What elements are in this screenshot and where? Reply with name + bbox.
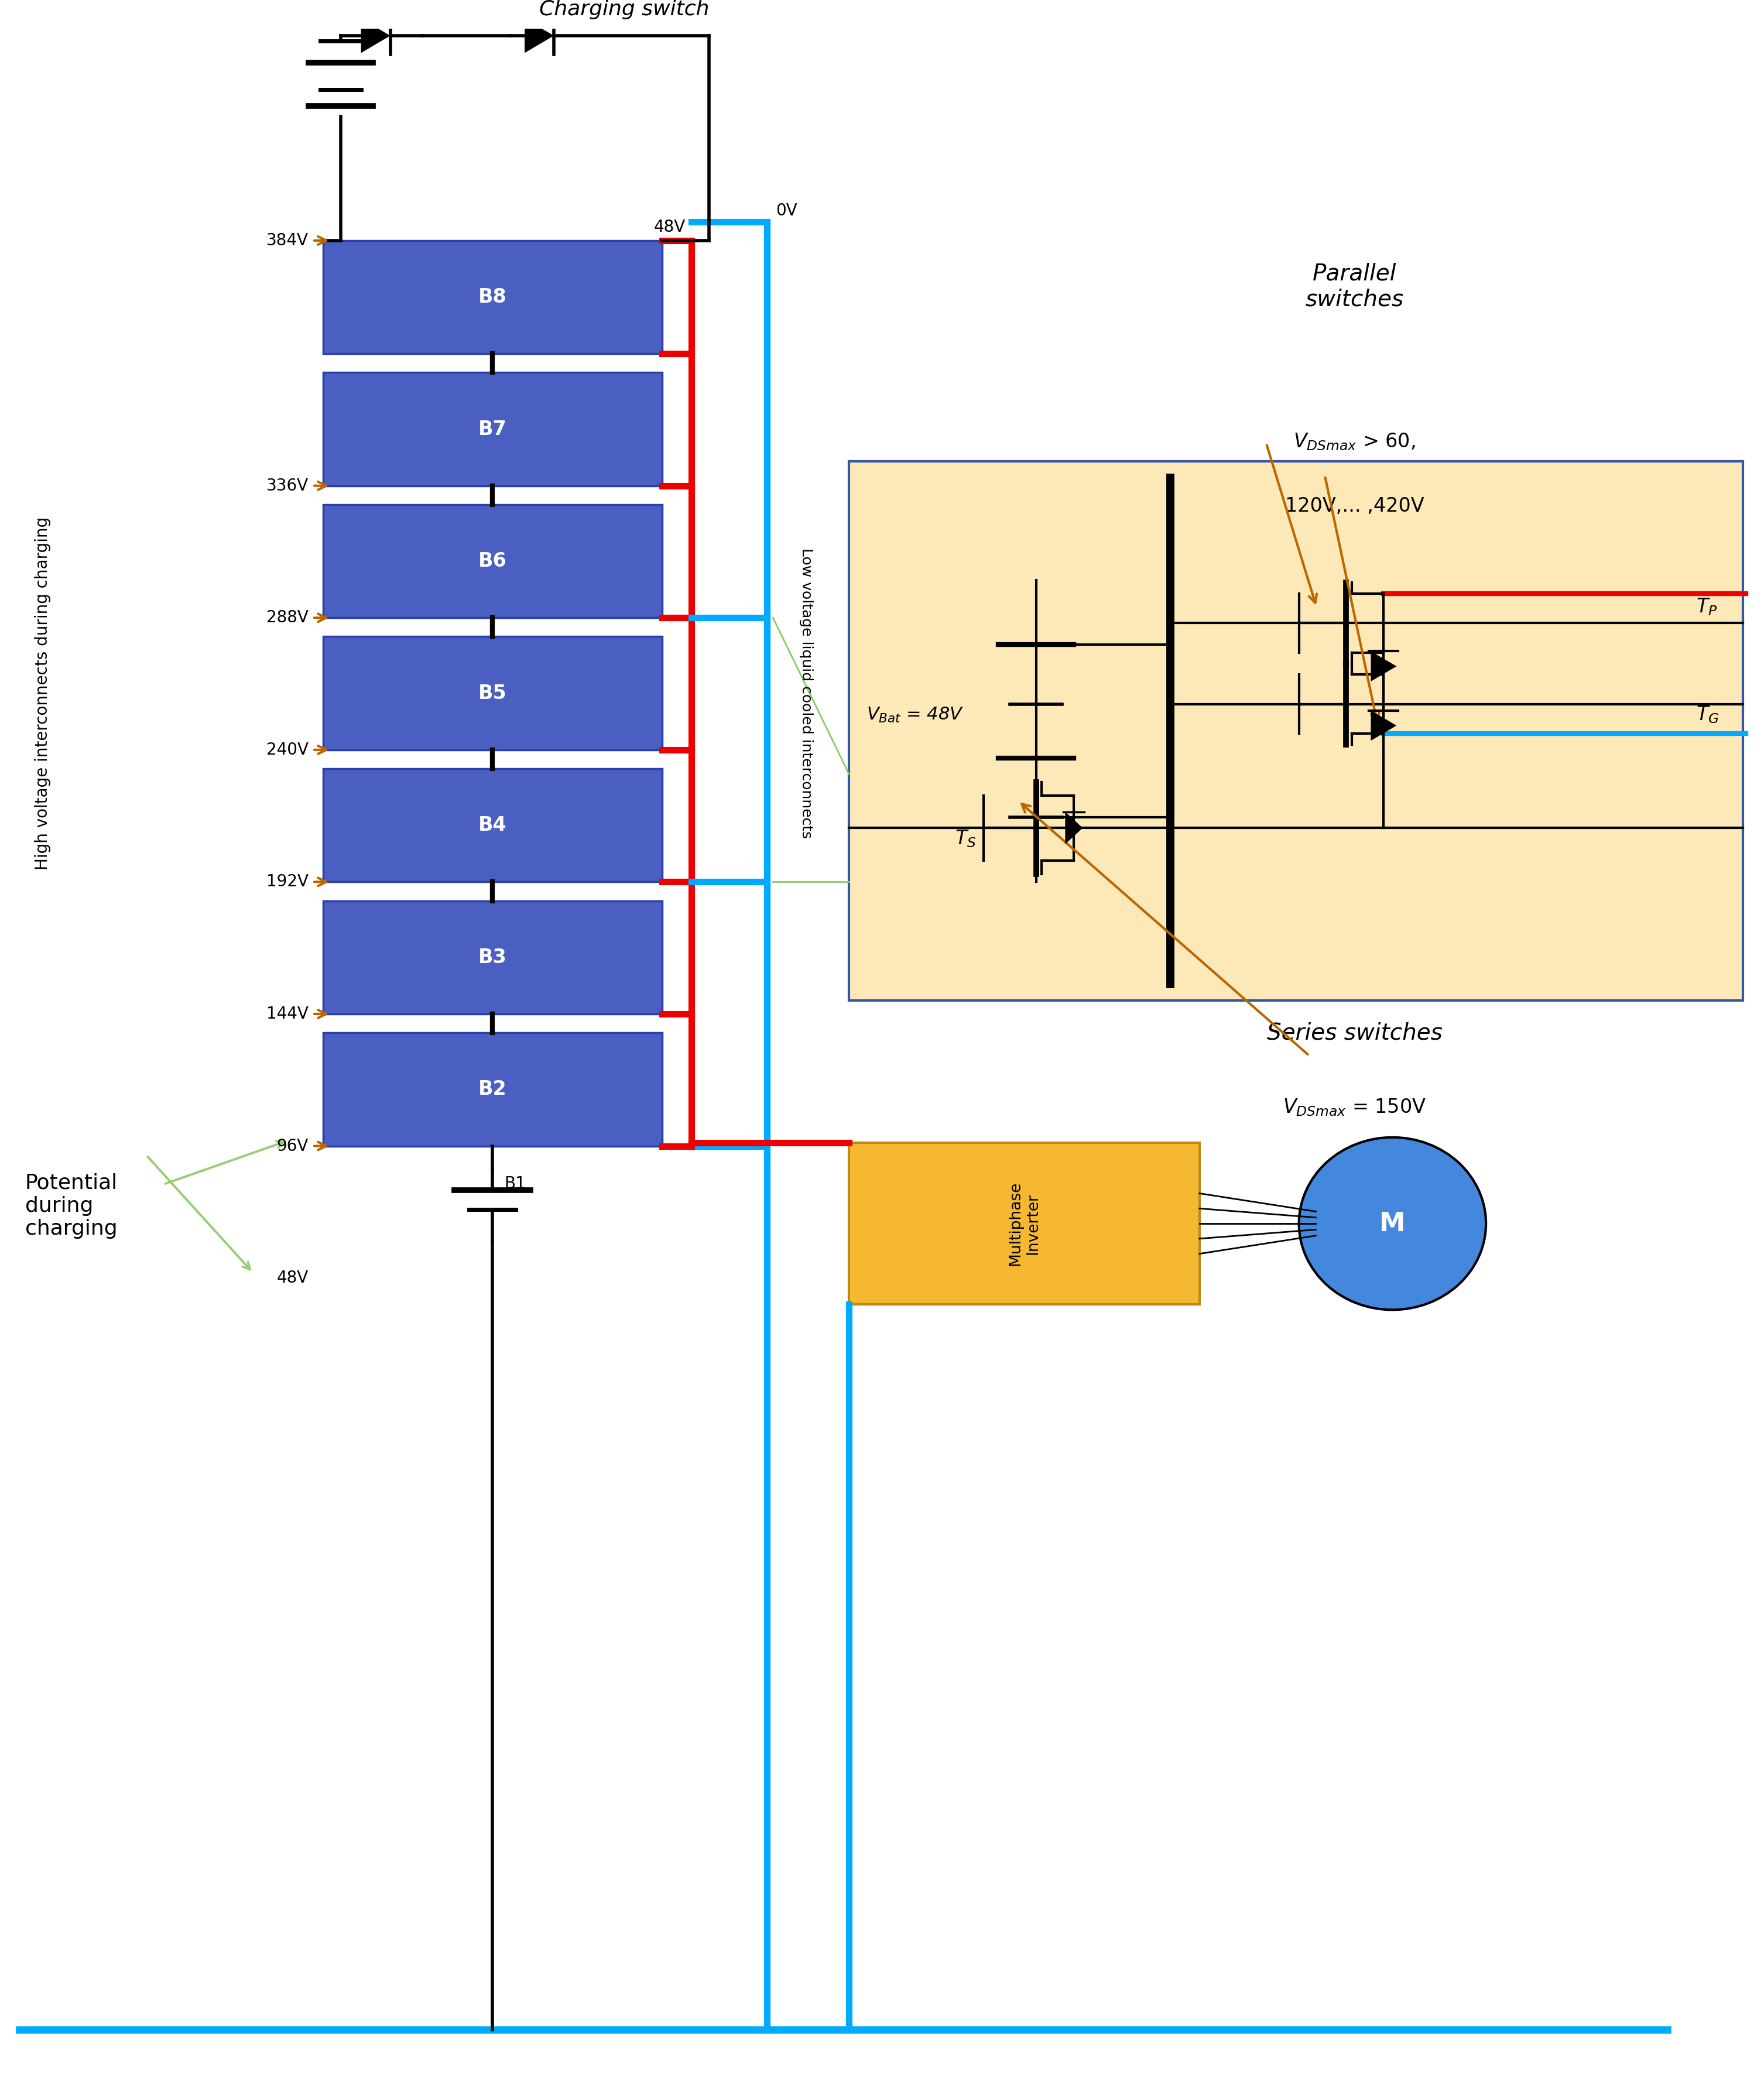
Text: B1: B1	[505, 1175, 526, 1192]
Text: B6: B6	[478, 551, 506, 570]
Text: 336V: 336V	[266, 478, 309, 493]
Circle shape	[1298, 1138, 1485, 1310]
Text: 120V,... ,420V: 120V,... ,420V	[1284, 497, 1424, 516]
Bar	[848, 1142, 1200, 1304]
Text: 48V: 48V	[277, 1269, 309, 1285]
Polygon shape	[1371, 651, 1397, 682]
Text: Multiphase
Inverter: Multiphase Inverter	[1007, 1181, 1041, 1267]
Text: 48V: 48V	[654, 218, 686, 235]
Text: B7: B7	[478, 420, 506, 439]
Text: High voltage interconnects during charging: High voltage interconnects during chargi…	[34, 516, 51, 869]
Polygon shape	[362, 19, 390, 52]
Text: Charging switch: Charging switch	[540, 0, 709, 19]
Bar	[323, 1034, 662, 1146]
Text: $T_P$: $T_P$	[1697, 597, 1718, 618]
Text: 288V: 288V	[266, 609, 309, 626]
Bar	[848, 462, 1743, 1000]
Text: Series switches: Series switches	[1267, 1021, 1443, 1044]
Text: $T_S$: $T_S$	[954, 828, 977, 849]
Polygon shape	[1371, 711, 1397, 740]
Text: 192V: 192V	[266, 874, 309, 890]
Text: 96V: 96V	[277, 1138, 309, 1154]
Text: M: M	[1379, 1211, 1406, 1236]
Bar	[323, 770, 662, 882]
Polygon shape	[524, 19, 554, 52]
Polygon shape	[1065, 811, 1083, 844]
Bar	[323, 636, 662, 749]
Text: Low voltage liquid cooled interconnects: Low voltage liquid cooled interconnects	[799, 547, 813, 838]
Text: B4: B4	[478, 815, 506, 834]
Text: $T_G$: $T_G$	[1697, 705, 1720, 726]
Text: 384V: 384V	[266, 233, 309, 250]
Text: $V_{DSmax}$ > 60,: $V_{DSmax}$ > 60,	[1293, 433, 1415, 451]
Text: 240V: 240V	[266, 743, 309, 757]
Text: B8: B8	[478, 287, 506, 306]
Text: Potential
during
charging: Potential during charging	[25, 1173, 118, 1240]
Text: B2: B2	[478, 1080, 506, 1098]
Text: B3: B3	[478, 948, 506, 967]
Bar	[323, 241, 662, 354]
Text: B5: B5	[478, 684, 506, 703]
Text: 144V: 144V	[266, 1007, 309, 1021]
Text: $V_{DSmax}$ = 150V: $V_{DSmax}$ = 150V	[1282, 1098, 1425, 1117]
Text: $V_{Bat}$ = 48V: $V_{Bat}$ = 48V	[866, 705, 963, 724]
Text: 0V: 0V	[776, 202, 797, 218]
Bar	[323, 505, 662, 618]
Text: Parallel
switches: Parallel switches	[1305, 262, 1404, 310]
Bar	[323, 372, 662, 487]
Bar	[323, 901, 662, 1013]
